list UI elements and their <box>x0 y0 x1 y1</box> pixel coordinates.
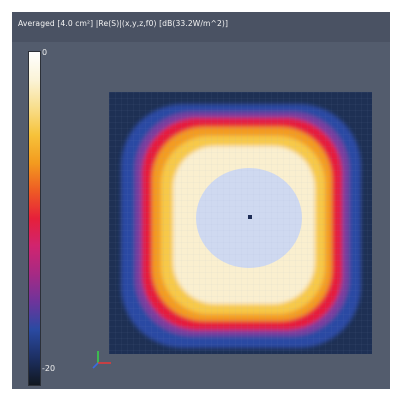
color-scale-bar <box>28 51 41 386</box>
color-scale-min-label: -20 <box>42 364 56 373</box>
field-viewport[interactable]: Averaged [4.0 cm²] |Re(S)|(x,y,z,f0) [dB… <box>12 12 390 389</box>
grid-overlay <box>109 92 372 354</box>
plot-title: Averaged [4.0 cm²] |Re(S)|(x,y,z,f0) [dB… <box>18 19 229 28</box>
color-scale-max-label: 0 <box>42 48 48 57</box>
axes-triad-icon <box>92 351 111 369</box>
viewport-header <box>12 12 390 42</box>
center-marker-icon <box>248 215 252 219</box>
field-distribution-plot[interactable] <box>109 92 372 354</box>
field-contour-map <box>109 92 372 354</box>
